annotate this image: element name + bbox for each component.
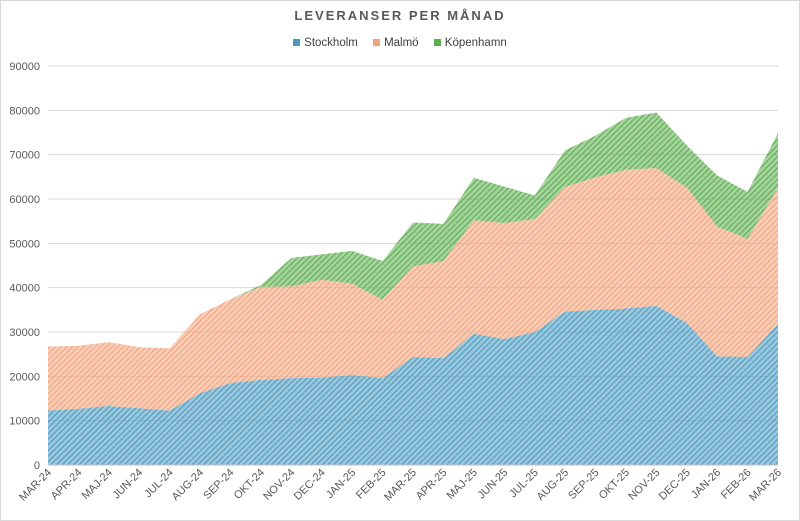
x-tick-label: JAN-25 (324, 467, 358, 501)
legend-item-malmo: Malmö (373, 37, 419, 49)
legend-swatch-stockholm (293, 39, 301, 46)
x-tick-label: NOV-24 (261, 467, 297, 503)
legend-label-stockholm: Stockholm (304, 37, 358, 49)
x-tick-label: MAR-24 (17, 467, 54, 504)
y-tick-label: 20000 (9, 371, 40, 383)
x-tick-label: APR-24 (49, 467, 85, 503)
legend-item-stockholm: Stockholm (293, 37, 358, 49)
y-tick-label: 80000 (9, 105, 40, 117)
legend-item-kopenhamn: Köpenhamn (433, 37, 507, 49)
x-tick-label: AUG-24 (170, 467, 207, 504)
x-tick-label: MAJ-25 (445, 467, 480, 502)
x-tick-label: APR-25 (414, 467, 450, 503)
y-tick-label: 40000 (9, 283, 40, 295)
x-tick-label: JUN-24 (111, 467, 146, 502)
y-tick-label: 30000 (9, 327, 40, 339)
y-tick-label: 70000 (9, 150, 40, 162)
x-tick-label: OKT-25 (597, 467, 632, 502)
legend-swatch-kopenhamn (433, 39, 441, 46)
x-tick-label: OKT-24 (232, 467, 267, 502)
x-tick-label: AUG-25 (535, 467, 572, 504)
y-tick-label: 50000 (9, 238, 40, 250)
x-tick-label: DEC-24 (292, 467, 328, 503)
legend-label-malmo: Malmö (384, 37, 419, 49)
legend: Stockholm Malmö Köpenhamn (0, 37, 800, 49)
x-tick-label: MAR-25 (382, 467, 419, 504)
x-tick-label: SEP-24 (201, 467, 236, 502)
x-tick-label: SEP-25 (566, 467, 601, 502)
area-series-kopenhamn (48, 112, 778, 349)
y-tick-label: 0 (34, 460, 40, 472)
area-series-stockholm (48, 305, 778, 465)
legend-label-kopenhamn: Köpenhamn (444, 37, 507, 49)
y-tick-label: 90000 (9, 61, 40, 73)
x-tick-label: NOV-25 (626, 467, 662, 503)
area-series-malmo (48, 167, 778, 411)
y-tick-label: 60000 (9, 194, 40, 206)
chart-title: LEVERANSER PER MÅNAD (294, 8, 506, 23)
y-tick-label: 10000 (9, 416, 40, 428)
legend-swatch-malmo (373, 39, 381, 46)
x-tick-label: DEC-25 (657, 467, 693, 503)
x-tick-label: MAJ-24 (80, 467, 115, 502)
x-tick-label: JUN-25 (476, 467, 511, 502)
x-tick-label: MAR-26 (747, 467, 784, 504)
x-tick-label: JAN-26 (689, 467, 723, 501)
